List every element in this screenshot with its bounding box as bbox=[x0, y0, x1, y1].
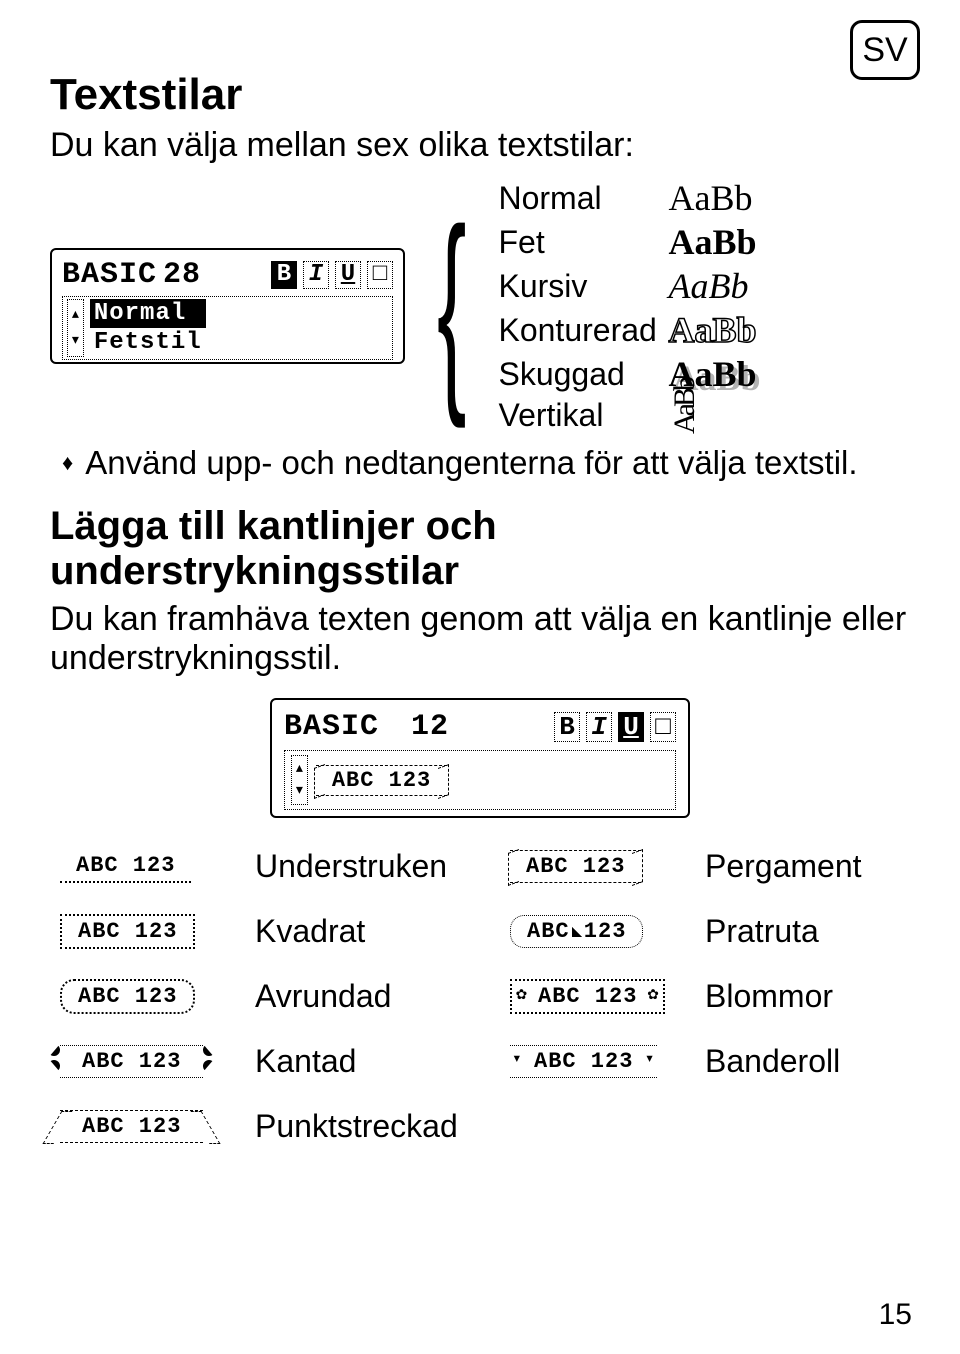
style-row: KursivAaBb bbox=[498, 265, 756, 307]
border-swatch: ABC 123 bbox=[510, 915, 643, 948]
style-name: Vertikal bbox=[498, 397, 668, 434]
border-label: Understruken bbox=[255, 848, 510, 885]
border-swatch: ABC 123 bbox=[510, 850, 641, 883]
bullet-text: Använd upp- och nedtangenterna för att v… bbox=[85, 444, 857, 482]
bullet-instruction: ♦ Använd upp- och nedtangenterna för att… bbox=[62, 444, 910, 482]
border-label: Banderoll bbox=[705, 1043, 895, 1080]
border-label: Kvadrat bbox=[255, 913, 510, 950]
border-label: Avrundad bbox=[255, 978, 510, 1015]
style-sample: AaBb bbox=[668, 177, 752, 219]
underline-icon: U bbox=[618, 712, 644, 742]
style-sample: AaBb bbox=[668, 265, 748, 307]
lcd1-size: 28 bbox=[163, 258, 201, 292]
style-name: Konturerad bbox=[498, 312, 668, 349]
border-label: Pergament bbox=[705, 848, 895, 885]
updown-icon: ▴▾ bbox=[291, 755, 308, 805]
border-swatch: ABC 123 bbox=[60, 914, 195, 949]
brace-icon: { bbox=[437, 206, 466, 406]
border-label: Punktstreckad bbox=[255, 1108, 510, 1145]
style-list: NormalAaBbFetAaBbKursivAaBbKontureradAaB… bbox=[498, 177, 756, 434]
border-style-grid: ABC 123UnderstrukenABC 123PergamentABC 1… bbox=[60, 848, 900, 1145]
language-badge: SV bbox=[850, 20, 920, 80]
style-name: Kursiv bbox=[498, 268, 668, 305]
border-swatch: ABC 123 bbox=[510, 979, 665, 1014]
bold-icon: B bbox=[554, 712, 580, 742]
lcd2-size: 12 bbox=[411, 710, 449, 744]
style-row: VertikalAaBb bbox=[498, 397, 756, 434]
border-swatch: ABC 123 bbox=[60, 850, 191, 883]
lcd1-option-unselected: Fetstil bbox=[90, 328, 206, 357]
section1-intro: Du kan välja mellan sex olika textstilar… bbox=[50, 126, 910, 165]
section2-heading: Lägga till kantlinjer och understrykning… bbox=[50, 504, 910, 594]
border-swatch: ABC 123 bbox=[510, 1045, 657, 1078]
box-icon: □ bbox=[367, 261, 393, 289]
bold-icon: B bbox=[271, 261, 297, 289]
border-label: Kantad bbox=[255, 1043, 510, 1080]
lcd-screenshot-1: BASIC 28 B I U □ ▴▾ Normal Fetstil bbox=[50, 248, 405, 364]
lcd2-preview: ABC 123 bbox=[316, 765, 447, 796]
lcd2-font: BASIC bbox=[284, 710, 379, 744]
italic-icon: I bbox=[303, 261, 329, 289]
border-swatch: ABC 123 bbox=[60, 1045, 203, 1078]
style-sample: AaBb bbox=[668, 309, 756, 351]
style-sample: AaBb bbox=[668, 398, 702, 434]
border-swatch: ABC 123 bbox=[60, 979, 195, 1014]
page-number: 15 bbox=[879, 1298, 912, 1332]
lcd1-font: BASIC bbox=[62, 258, 157, 292]
border-label: Blommor bbox=[705, 978, 895, 1015]
style-row: KontureradAaBb bbox=[498, 309, 756, 351]
border-label: Pratruta bbox=[705, 913, 895, 950]
underline-icon: U bbox=[335, 261, 361, 289]
lcd-screenshot-2: BASIC 12 B I U □ ▴▾ ABC 123 bbox=[270, 698, 690, 818]
box-icon: □ bbox=[650, 712, 676, 742]
style-sample: AaBb bbox=[668, 221, 756, 263]
style-row: FetAaBb bbox=[498, 221, 756, 263]
style-name: Skuggad bbox=[498, 356, 668, 393]
section1-heading: Textstilar bbox=[50, 70, 910, 120]
style-name: Fet bbox=[498, 224, 668, 261]
style-row: NormalAaBb bbox=[498, 177, 756, 219]
italic-icon: I bbox=[586, 712, 612, 742]
style-name: Normal bbox=[498, 180, 668, 217]
bullet-icon: ♦ bbox=[62, 450, 73, 476]
section2-intro: Du kan framhäva texten genom att välja e… bbox=[50, 600, 910, 678]
updown-icon: ▴▾ bbox=[67, 299, 84, 357]
border-swatch: ABC 123 bbox=[60, 1110, 203, 1143]
style-row: SkuggadAaBb bbox=[498, 353, 756, 395]
lcd1-option-selected: Normal bbox=[90, 299, 206, 328]
styles-row: BASIC 28 B I U □ ▴▾ Normal Fetstil { Nor… bbox=[50, 177, 910, 434]
